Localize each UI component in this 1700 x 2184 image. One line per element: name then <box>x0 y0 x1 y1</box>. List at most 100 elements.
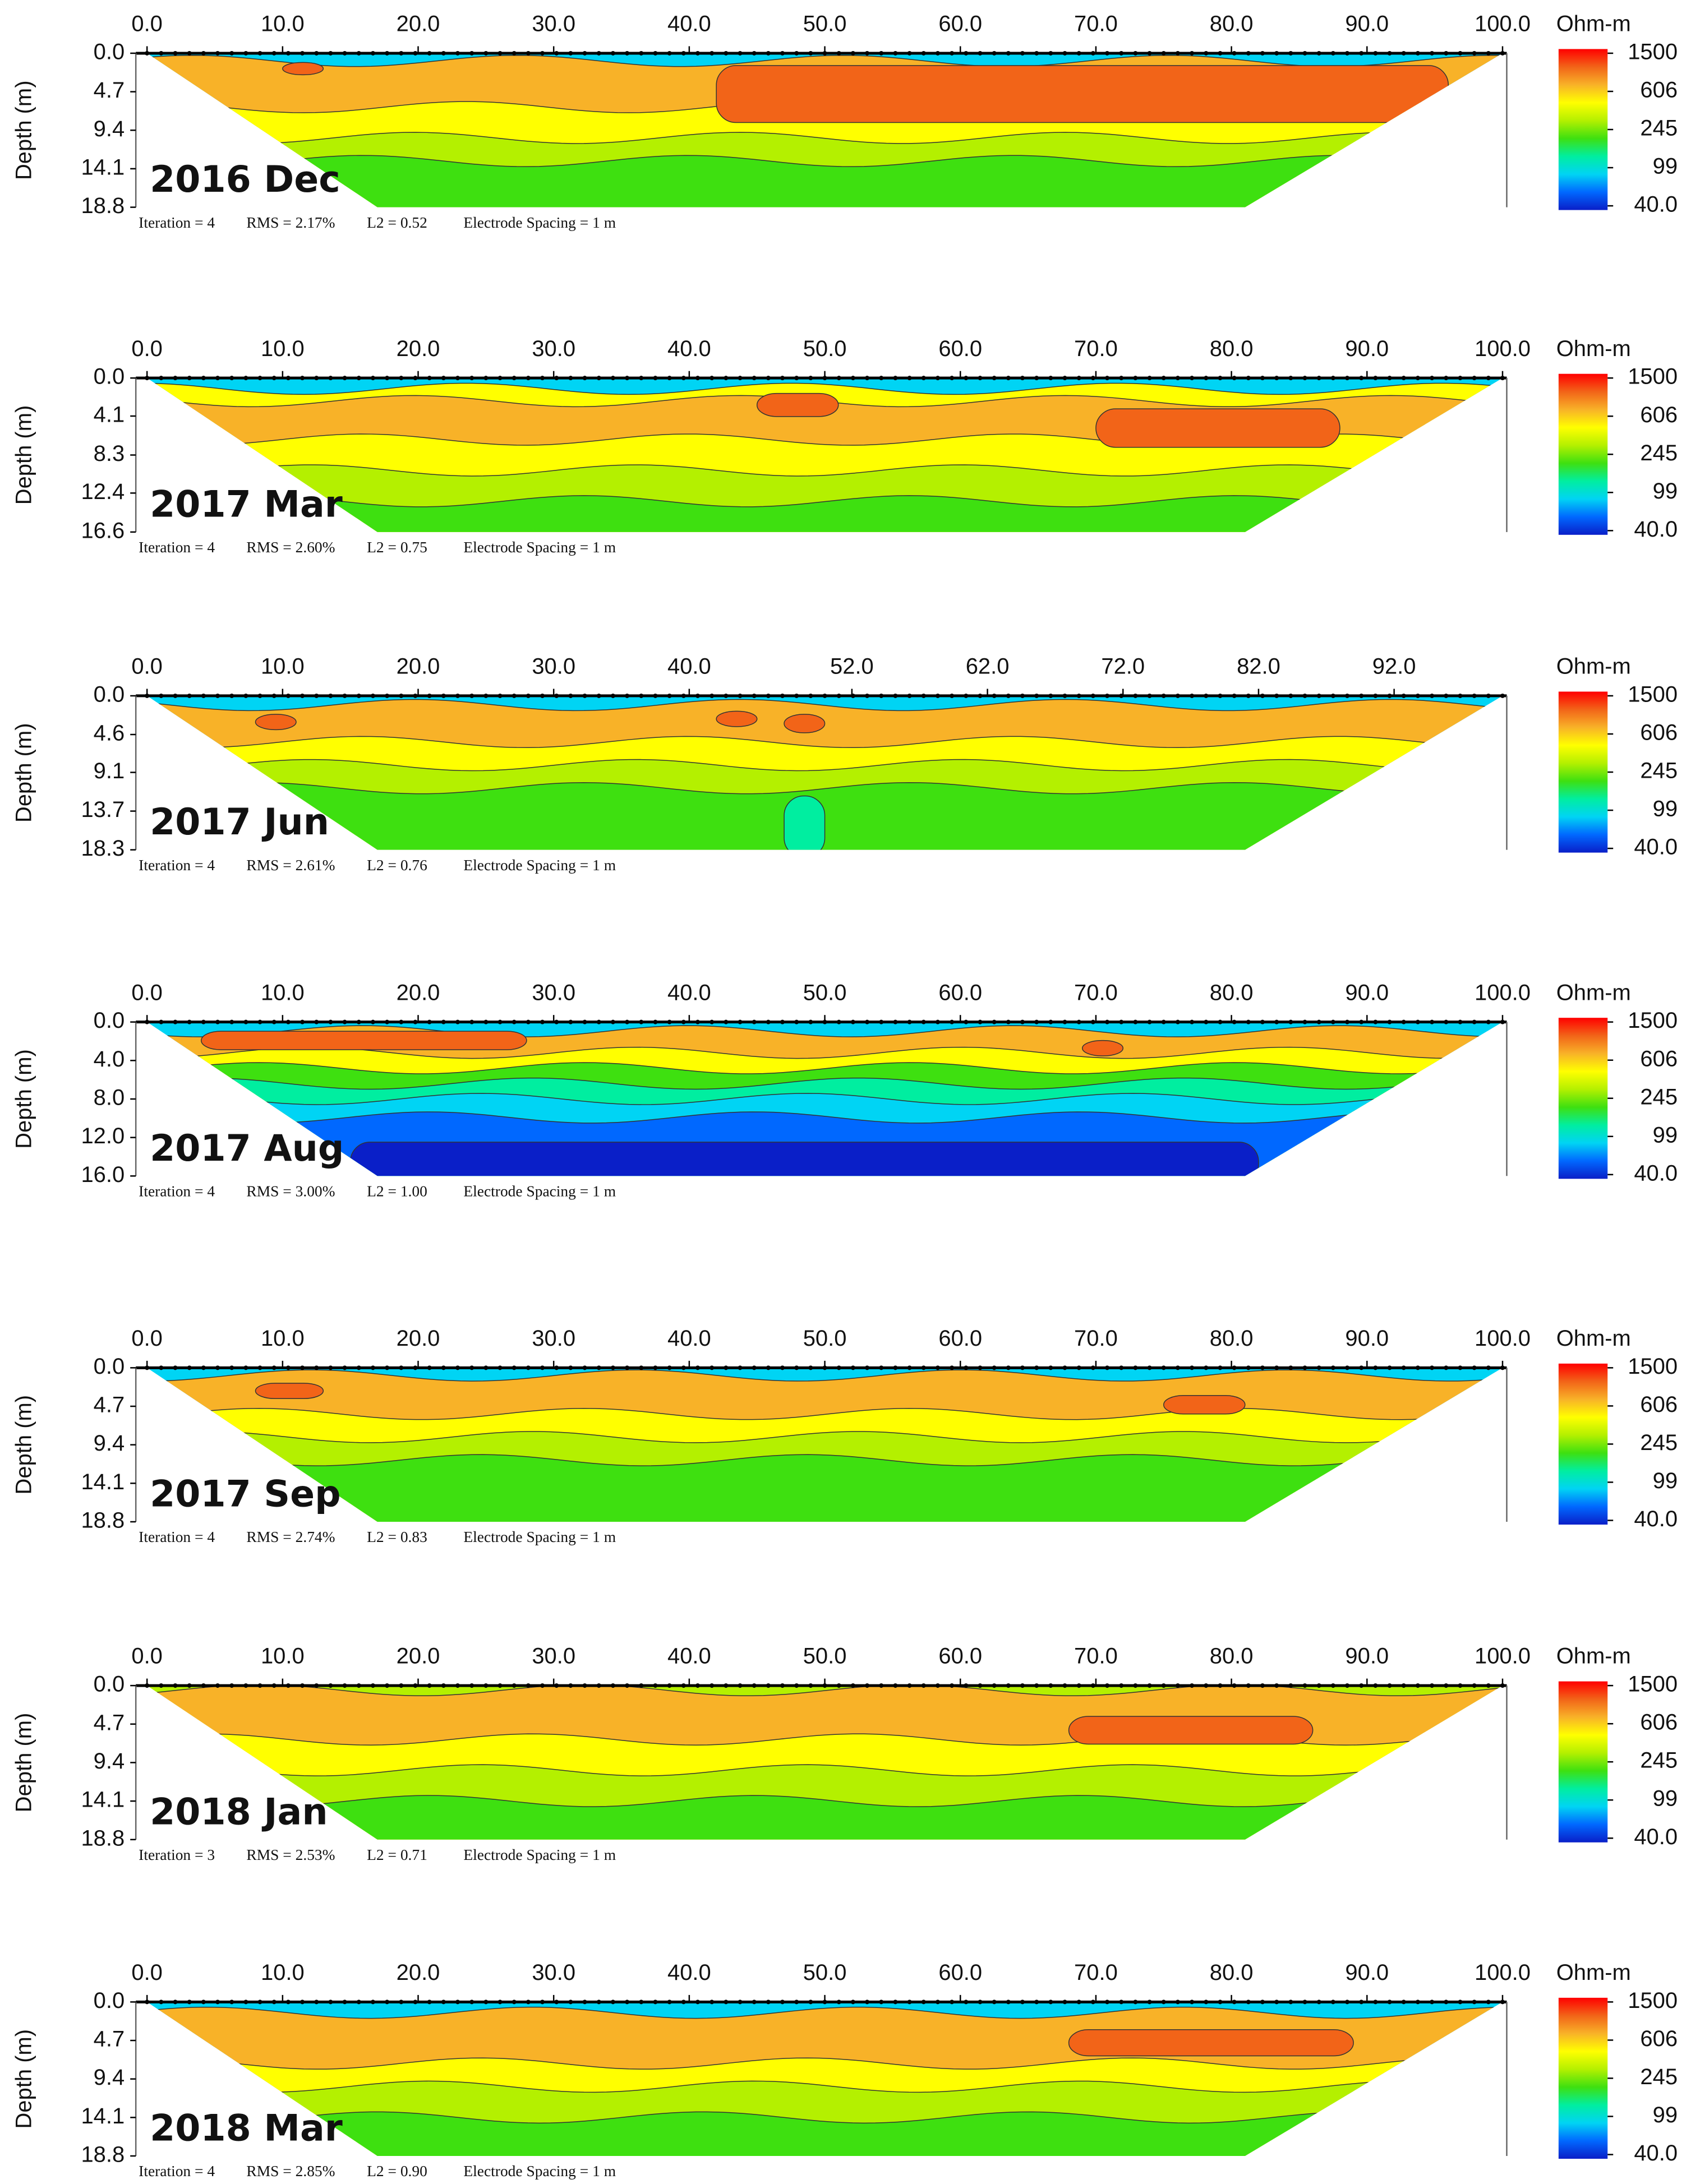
electrode <box>271 50 277 56</box>
electrode <box>1302 1683 1307 1688</box>
electrode <box>1218 1365 1223 1370</box>
electrode <box>1430 1365 1435 1370</box>
electrode <box>1218 50 1223 56</box>
colorbar-tick-label: 606 <box>1640 2026 1678 2051</box>
resistivity-field <box>147 1368 1503 1522</box>
panel-title: 2017 Sep <box>150 1474 340 1516</box>
electrode <box>667 1019 672 1024</box>
electrode <box>1105 1019 1110 1024</box>
electrode <box>413 376 418 381</box>
resistivity-field <box>147 1022 1503 1176</box>
electrode <box>780 1019 785 1024</box>
electrode <box>610 376 615 381</box>
y-tick-label: 18.8 <box>81 2143 125 2167</box>
y-tick-label: 14.1 <box>81 1470 125 1494</box>
electrode <box>836 50 841 56</box>
electrode <box>780 2000 785 2005</box>
electrode <box>1175 1683 1180 1688</box>
electrode <box>1204 376 1209 381</box>
electrode <box>653 2000 658 2005</box>
electrode <box>187 376 192 381</box>
electrode <box>766 693 771 698</box>
electrode <box>921 1683 926 1688</box>
colorbar-label: Ohm-m <box>1556 1326 1631 1351</box>
footnote: Electrode Spacing = 1 m <box>463 2163 616 2180</box>
electrode <box>1218 1019 1223 1024</box>
electrode <box>695 50 700 56</box>
electrode <box>187 1019 192 1024</box>
electrode <box>1458 2000 1463 2005</box>
electrode <box>596 1019 601 1024</box>
electrode <box>1190 1683 1195 1688</box>
electrode <box>1486 50 1491 56</box>
footnote: RMS = 2.61% <box>246 857 335 874</box>
electrode <box>1486 1683 1491 1688</box>
x-tick-label: 60.0 <box>938 1644 982 1669</box>
electrode <box>145 1365 150 1370</box>
electrode <box>610 1683 615 1688</box>
x-tick-label: 80.0 <box>1210 1960 1254 1985</box>
x-tick-label: 82.0 <box>1237 654 1280 679</box>
colorbar-tick-label: 40.0 <box>1634 835 1678 860</box>
electrode <box>978 50 983 56</box>
x-tick-label: 90.0 <box>1345 1326 1389 1351</box>
electrode <box>1048 1365 1053 1370</box>
electrode <box>639 1365 644 1370</box>
electrode <box>469 50 474 56</box>
electrode <box>314 50 319 56</box>
electrode <box>724 376 729 381</box>
y-tick-label: 0.0 <box>94 1988 125 2013</box>
electrode <box>1105 2000 1110 2005</box>
electrode <box>385 50 390 56</box>
electrode <box>243 2000 248 2005</box>
electrode <box>540 2000 545 2005</box>
electrode <box>978 1365 983 1370</box>
electrode <box>1415 376 1420 381</box>
electrode <box>1246 1365 1251 1370</box>
electrode <box>356 50 361 56</box>
electrode <box>1090 2000 1095 2005</box>
electrode <box>964 376 969 381</box>
electrode <box>1316 50 1321 56</box>
electrode <box>512 1683 517 1688</box>
electrode <box>1472 1019 1477 1024</box>
electrode <box>187 1683 192 1688</box>
electrode <box>1274 2000 1279 2005</box>
electrode <box>469 376 474 381</box>
electrode <box>596 693 601 698</box>
colorbar-tick-label: 606 <box>1640 721 1678 745</box>
electrode <box>1401 50 1406 56</box>
electrode <box>964 693 969 698</box>
x-tick-label: 0.0 <box>131 1644 163 1669</box>
colorbar-tick-label: 99 <box>1653 1786 1678 1811</box>
electrode <box>752 2000 757 2005</box>
electrode <box>1190 376 1195 381</box>
electrode <box>1175 2000 1180 2005</box>
electrode <box>1105 693 1110 698</box>
electrode <box>625 1365 630 1370</box>
electrode <box>1090 693 1095 698</box>
colorbar-tick-label: 99 <box>1653 154 1678 179</box>
electrode <box>1458 1365 1463 1370</box>
electrode <box>483 1683 489 1688</box>
electrode <box>314 2000 319 2005</box>
electrode <box>568 2000 573 2005</box>
electrode <box>257 693 262 698</box>
electrode <box>1345 693 1350 698</box>
electrode <box>921 376 926 381</box>
electrode <box>1190 693 1195 698</box>
electrode <box>1401 376 1406 381</box>
electrode <box>653 376 658 381</box>
electrode <box>766 376 771 381</box>
electrode <box>1316 376 1321 381</box>
electrode <box>187 1365 192 1370</box>
electrode <box>780 50 785 56</box>
electrode <box>653 1683 658 1688</box>
electrode <box>215 1019 220 1024</box>
electrode <box>738 50 743 56</box>
electrode <box>568 1019 573 1024</box>
electrode <box>328 1019 333 1024</box>
electrode <box>1302 376 1307 381</box>
electrode <box>1401 1683 1406 1688</box>
